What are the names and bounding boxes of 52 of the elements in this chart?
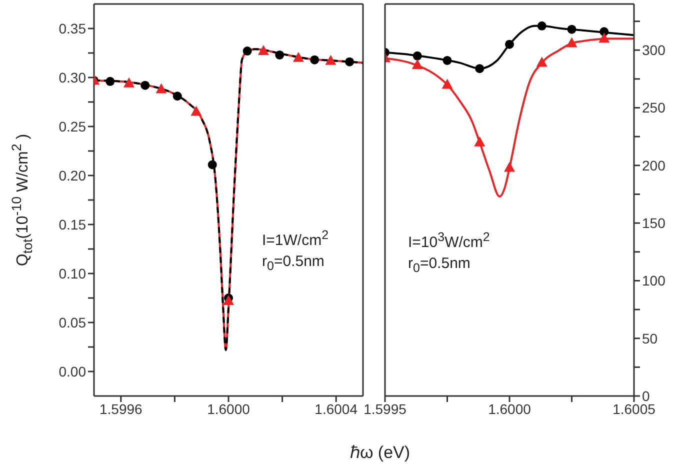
point <box>536 56 548 67</box>
point <box>208 160 217 170</box>
point <box>345 57 354 66</box>
annotation: I=1W/cm$^{2}$ <box>262 228 329 249</box>
point <box>412 59 423 70</box>
point <box>537 21 546 30</box>
annotation: r$_{0}$=0.5nm <box>262 253 324 273</box>
x-tick-label: 1.5995 <box>364 400 407 417</box>
y-tick-label: 0.05 <box>58 314 86 330</box>
point <box>242 46 252 56</box>
point <box>190 106 202 116</box>
y-tick-label: 0.35 <box>58 20 86 36</box>
y2-tick-label: 200 <box>642 157 666 174</box>
y-tick-label: 0.10 <box>58 265 86 282</box>
y2-tick-label: 150 <box>642 215 666 232</box>
x-tick-label: 1.5996 <box>99 400 143 417</box>
x-axis-title: ℏω (eV) <box>350 442 410 463</box>
point <box>106 76 115 86</box>
y-tick-label: 0.30 <box>58 69 86 86</box>
point <box>566 37 578 48</box>
point <box>140 80 150 90</box>
point <box>442 78 453 89</box>
point <box>172 92 182 101</box>
point <box>474 136 486 146</box>
point <box>156 83 167 94</box>
point <box>292 52 304 62</box>
x-tick-label: 1.6004 <box>314 400 358 417</box>
point <box>505 40 514 49</box>
y2-tick-label: 250 <box>642 100 666 116</box>
point <box>475 64 484 74</box>
point <box>258 45 269 56</box>
y-tick-label: 0.20 <box>58 167 86 184</box>
y-tick-label: 0.25 <box>58 118 86 134</box>
point <box>567 24 576 34</box>
annotation: I=10$^{3}$W/cm$^{2}$ <box>408 230 490 251</box>
y-tick-label: 0.15 <box>58 216 86 232</box>
point <box>412 51 422 60</box>
y2-tick-label: 100 <box>642 272 666 289</box>
x-tick-label: 1.6000 <box>207 400 250 417</box>
point <box>310 55 320 64</box>
point <box>325 54 336 65</box>
point <box>275 50 284 60</box>
point <box>504 162 515 172</box>
annotation: r$_{0}$=0.5nm <box>408 255 470 275</box>
point <box>123 77 134 88</box>
x-tick-label: 1.6000 <box>488 400 532 417</box>
point <box>223 294 234 305</box>
y2-tick-label: 50 <box>642 330 658 346</box>
point <box>442 56 452 65</box>
y2-tick-label: 300 <box>642 42 666 58</box>
y-tick-label: 0.00 <box>58 363 86 380</box>
point <box>598 32 610 43</box>
